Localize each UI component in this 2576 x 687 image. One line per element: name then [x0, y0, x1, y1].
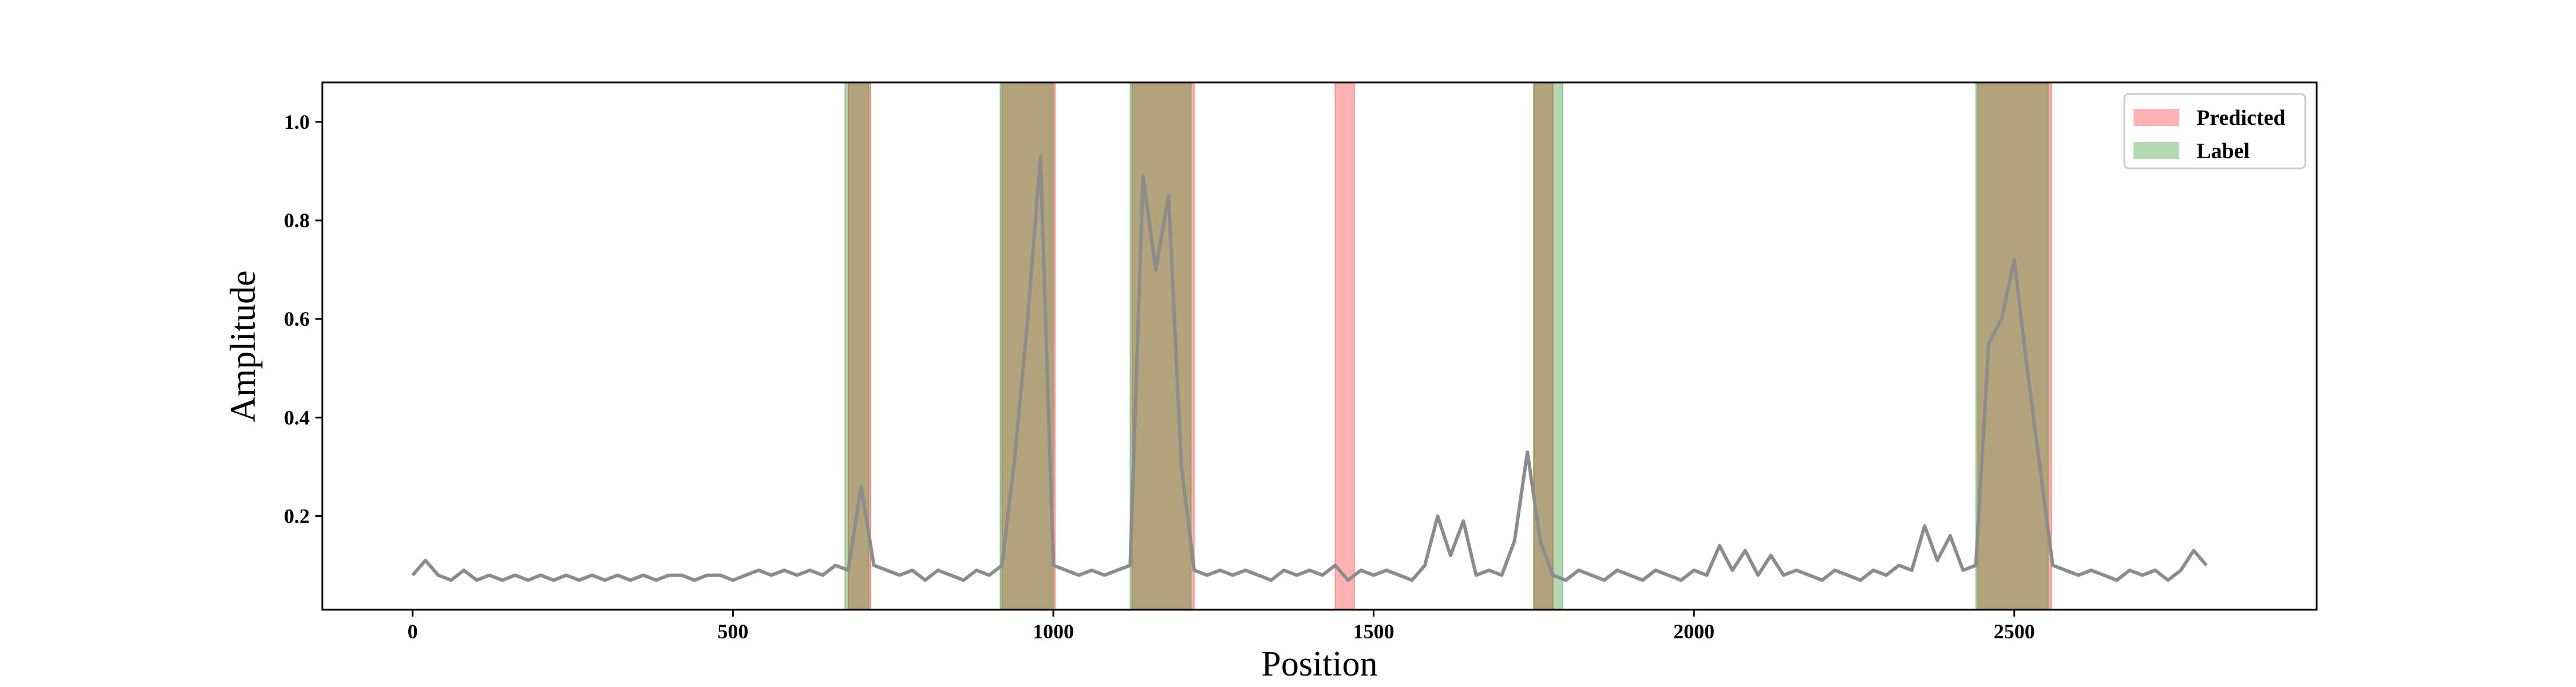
y-tick-label: 1.0	[284, 110, 310, 133]
x-tick-label: 500	[717, 620, 748, 643]
legend-box	[2123, 93, 2306, 169]
signal-line	[411, 155, 2208, 582]
legend-swatch	[2134, 142, 2179, 159]
x-axis-title: Position	[1261, 645, 1377, 684]
span	[1975, 82, 2049, 610]
plot-frame	[321, 81, 2318, 611]
y-tick-label: 0.8	[284, 209, 310, 232]
x-tick-label: 1000	[1033, 620, 1074, 643]
x-tick-label: 1500	[1353, 620, 1394, 643]
y-tick-label: 0.2	[284, 504, 310, 527]
legend-label: Label	[2196, 139, 2250, 163]
span	[1334, 82, 1355, 610]
span	[844, 82, 870, 610]
x-tick-label: 0	[408, 620, 418, 643]
x-tick-label: 2000	[1673, 620, 1714, 643]
x-tick-label: 2500	[1994, 620, 2035, 643]
span	[1129, 82, 1192, 610]
y-tick-label: 0.6	[284, 307, 310, 330]
legend-label: Predicted	[2196, 106, 2285, 130]
span	[847, 82, 872, 610]
legend-swatch	[2134, 109, 2179, 126]
y-tick-label: 0.4	[284, 406, 310, 429]
y-axis-title: Amplitude	[224, 270, 263, 422]
